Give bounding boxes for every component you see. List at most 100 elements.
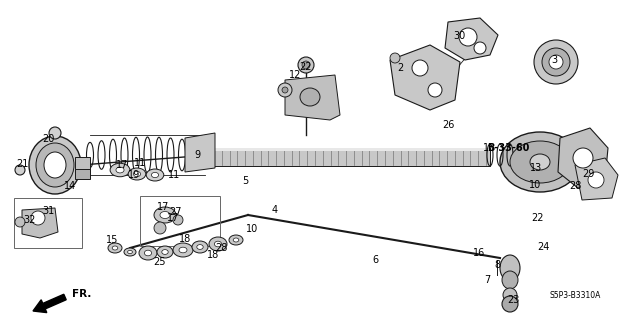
- Ellipse shape: [500, 132, 580, 192]
- Ellipse shape: [145, 250, 152, 256]
- Text: 1: 1: [483, 143, 489, 153]
- Circle shape: [502, 296, 518, 312]
- Polygon shape: [558, 128, 608, 188]
- Circle shape: [542, 48, 570, 76]
- Circle shape: [428, 83, 442, 97]
- Text: 16: 16: [473, 248, 485, 258]
- Ellipse shape: [112, 246, 118, 250]
- Text: 4: 4: [272, 205, 278, 215]
- Text: 9: 9: [194, 150, 200, 160]
- Text: 31: 31: [42, 206, 54, 216]
- Ellipse shape: [233, 238, 239, 242]
- Polygon shape: [185, 133, 215, 172]
- Text: 13: 13: [530, 163, 542, 173]
- Text: B-33-60: B-33-60: [487, 143, 529, 153]
- Ellipse shape: [160, 211, 170, 219]
- Text: 22: 22: [532, 213, 544, 223]
- Bar: [210, 148, 490, 166]
- Text: 10: 10: [529, 180, 541, 190]
- Circle shape: [459, 28, 477, 46]
- Bar: [140, 196, 220, 246]
- Circle shape: [549, 55, 563, 69]
- Ellipse shape: [133, 171, 141, 177]
- Ellipse shape: [110, 163, 130, 177]
- Circle shape: [278, 83, 292, 97]
- Ellipse shape: [154, 207, 176, 223]
- Ellipse shape: [229, 235, 243, 245]
- Text: 19: 19: [128, 170, 140, 180]
- Text: 15: 15: [106, 235, 118, 245]
- Circle shape: [412, 60, 428, 76]
- Text: 2: 2: [397, 63, 403, 73]
- Ellipse shape: [108, 243, 122, 253]
- Polygon shape: [445, 18, 498, 60]
- Ellipse shape: [44, 152, 66, 178]
- Text: 3: 3: [551, 55, 557, 65]
- Text: 21: 21: [16, 159, 28, 169]
- Text: 17: 17: [116, 160, 128, 170]
- Circle shape: [390, 53, 400, 63]
- Text: 28: 28: [215, 243, 227, 253]
- Circle shape: [49, 127, 61, 139]
- Ellipse shape: [127, 250, 132, 254]
- Text: 18: 18: [207, 250, 219, 260]
- Text: 20: 20: [42, 134, 54, 144]
- Text: 26: 26: [442, 120, 454, 130]
- Text: 28: 28: [569, 181, 581, 191]
- Text: 29: 29: [582, 169, 594, 179]
- Circle shape: [31, 211, 45, 225]
- Text: 7: 7: [484, 275, 490, 285]
- Text: 30: 30: [453, 31, 465, 41]
- Text: 14: 14: [64, 181, 76, 191]
- Bar: [14, 198, 82, 248]
- Ellipse shape: [152, 172, 159, 178]
- Text: 8: 8: [494, 260, 500, 270]
- Text: 6: 6: [372, 255, 378, 265]
- FancyArrow shape: [33, 294, 66, 313]
- Circle shape: [573, 148, 593, 168]
- Text: 11: 11: [134, 158, 146, 168]
- Ellipse shape: [139, 246, 157, 260]
- Text: 32: 32: [23, 215, 35, 225]
- Text: S5P3-B3310A: S5P3-B3310A: [549, 292, 601, 300]
- Text: 5: 5: [242, 176, 248, 186]
- Ellipse shape: [500, 255, 520, 281]
- Text: 10: 10: [246, 224, 258, 234]
- Circle shape: [15, 217, 25, 227]
- Ellipse shape: [300, 88, 320, 106]
- Ellipse shape: [173, 243, 193, 257]
- Text: 24: 24: [537, 242, 549, 252]
- Ellipse shape: [530, 154, 550, 170]
- Ellipse shape: [146, 169, 164, 181]
- Ellipse shape: [36, 143, 74, 187]
- Text: 18: 18: [179, 234, 191, 244]
- Text: 27: 27: [170, 207, 182, 217]
- Ellipse shape: [179, 247, 187, 253]
- Circle shape: [534, 40, 578, 84]
- Ellipse shape: [29, 136, 81, 194]
- Bar: [75, 169, 90, 179]
- Polygon shape: [575, 158, 618, 200]
- Text: 17: 17: [167, 213, 179, 223]
- Circle shape: [173, 215, 183, 225]
- Ellipse shape: [192, 241, 208, 253]
- Circle shape: [302, 61, 310, 69]
- Ellipse shape: [162, 249, 168, 254]
- Bar: [210, 148, 490, 151]
- Circle shape: [298, 57, 314, 73]
- Ellipse shape: [124, 248, 136, 256]
- Text: 23: 23: [507, 295, 519, 305]
- Ellipse shape: [197, 245, 204, 249]
- Circle shape: [503, 288, 517, 302]
- Text: 25: 25: [153, 257, 165, 267]
- Polygon shape: [390, 45, 460, 110]
- Text: 12: 12: [289, 70, 301, 80]
- Circle shape: [15, 165, 25, 175]
- Bar: [75, 157, 90, 173]
- Circle shape: [154, 222, 166, 234]
- Ellipse shape: [116, 167, 124, 173]
- Circle shape: [474, 42, 486, 54]
- Text: 17: 17: [157, 202, 169, 212]
- Ellipse shape: [510, 141, 570, 183]
- Text: FR.: FR.: [72, 289, 92, 299]
